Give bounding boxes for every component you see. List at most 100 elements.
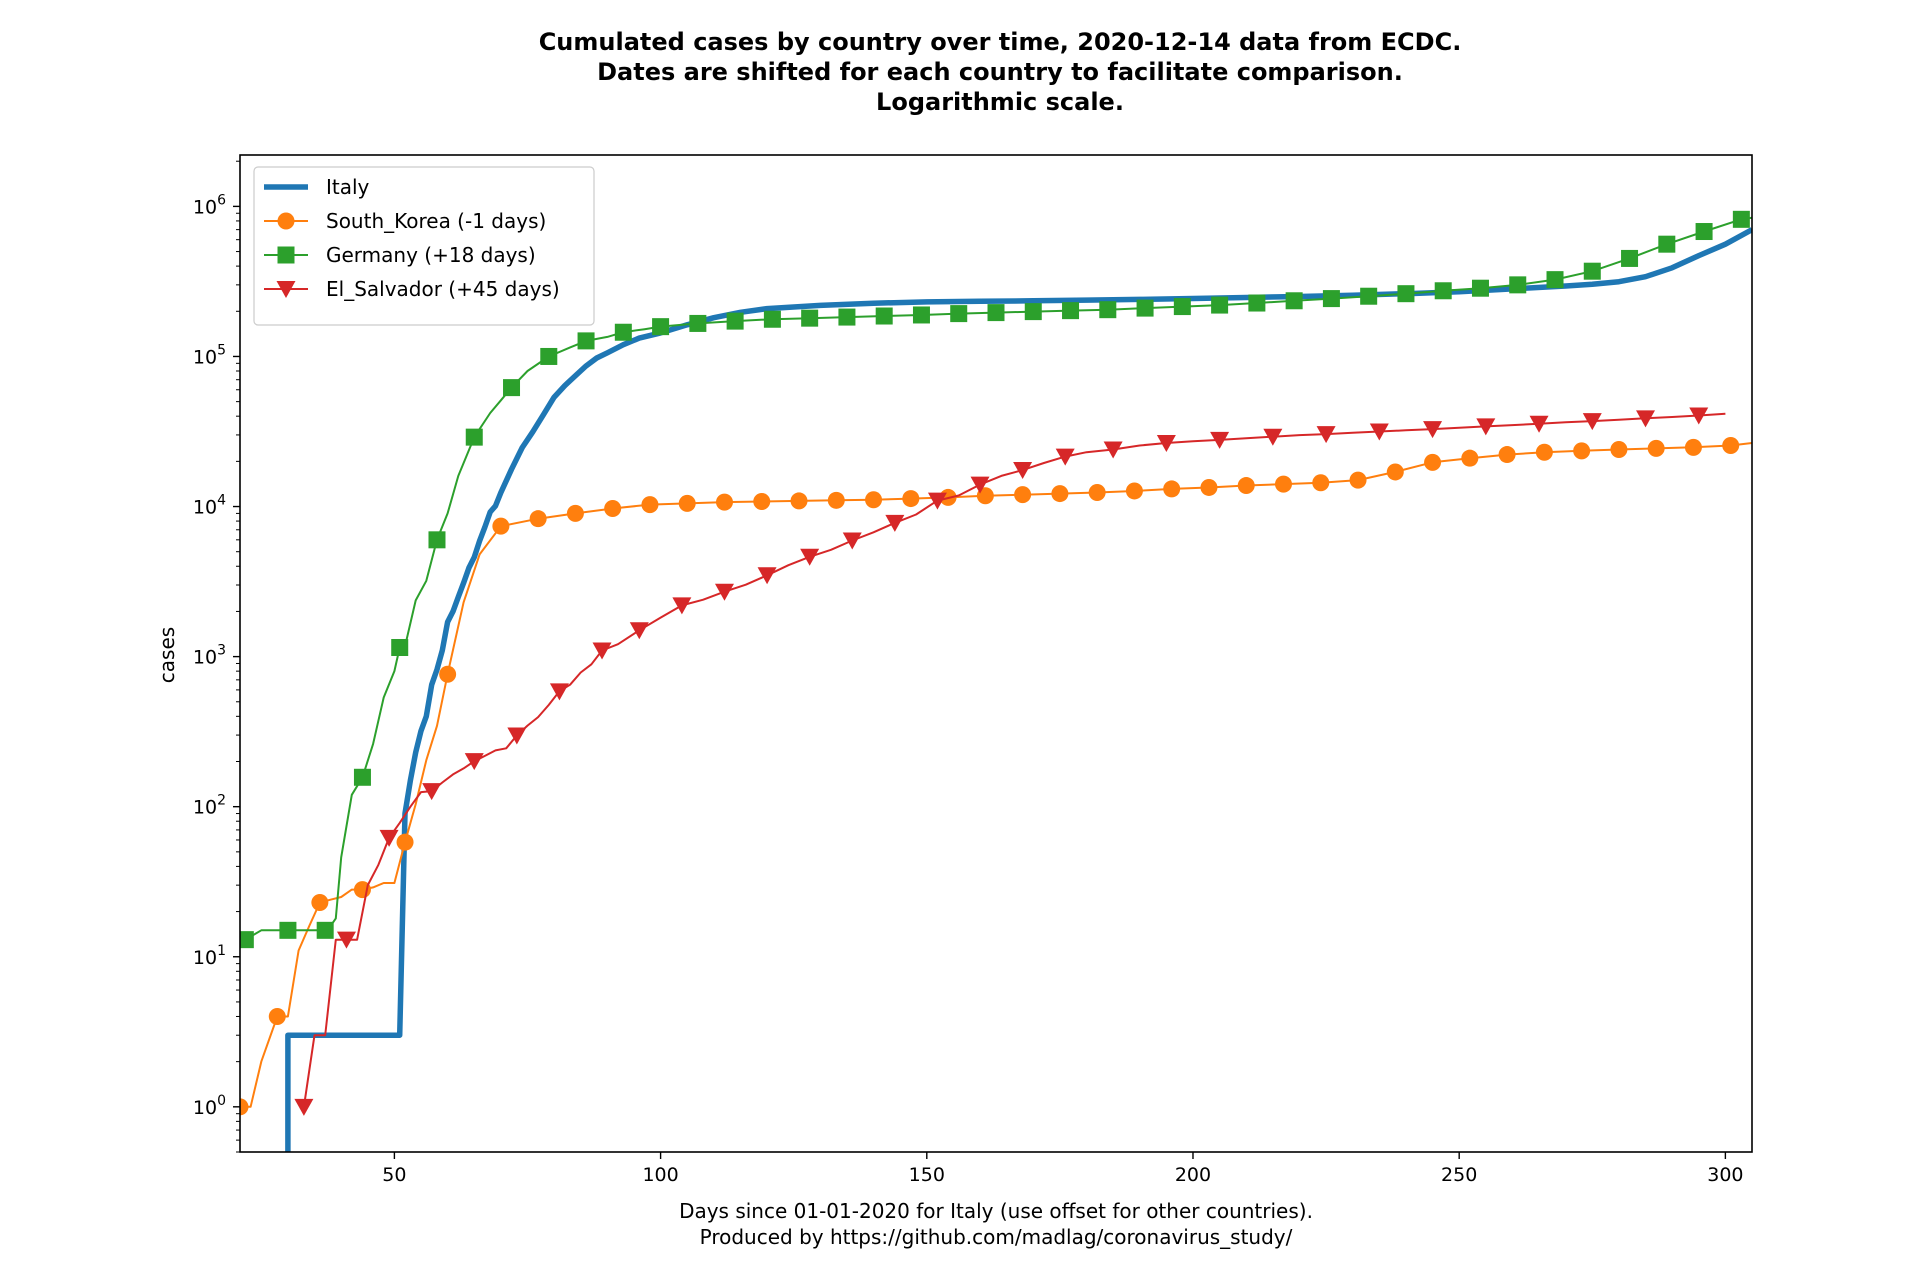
data-point — [1099, 301, 1117, 319]
data-point — [294, 1098, 314, 1116]
series-3 — [294, 407, 1726, 1116]
data-point — [1248, 294, 1266, 312]
data-point — [507, 727, 527, 745]
legend-entry: Italy — [264, 175, 370, 199]
data-point — [902, 490, 920, 508]
data-point — [790, 492, 808, 510]
data-point — [838, 308, 856, 326]
data-point — [1263, 428, 1283, 446]
data-point — [1200, 478, 1218, 496]
y-tick-label: 105 — [193, 342, 226, 368]
data-point — [1621, 249, 1639, 267]
data-point — [987, 304, 1005, 322]
legend-entry: Germany (+18 days) — [264, 243, 536, 267]
data-point — [464, 753, 484, 771]
y-tick-label: 104 — [193, 493, 226, 519]
data-point — [279, 921, 297, 939]
data-point — [1658, 235, 1676, 253]
data-point — [912, 306, 930, 324]
data-point — [1583, 262, 1601, 280]
data-point — [240, 1098, 249, 1116]
x-tick-label: 100 — [642, 1164, 678, 1186]
data-point — [1386, 463, 1404, 481]
data-point — [865, 491, 883, 509]
data-point — [1349, 471, 1367, 489]
data-point — [1636, 410, 1656, 428]
legend-box — [253, 166, 595, 326]
series-1 — [240, 437, 1752, 1116]
data-point — [379, 829, 399, 847]
data-point — [1156, 435, 1176, 453]
x-tick-label: 250 — [1441, 1164, 1477, 1186]
data-point — [604, 500, 622, 518]
data-point — [311, 893, 329, 911]
data-point — [1684, 438, 1702, 456]
data-point — [842, 532, 862, 550]
legend-entry: El_Salvador (+45 days) — [264, 277, 560, 301]
data-point — [970, 476, 990, 494]
data-point — [801, 309, 819, 327]
data-point — [316, 921, 334, 939]
data-point — [391, 638, 409, 656]
data-point — [757, 567, 777, 585]
chart-title: Cumulated cases by country over time, 20… — [539, 28, 1462, 116]
data-point — [1055, 448, 1075, 466]
x-axis: 50 100 150 200 250 300 — [382, 1152, 1744, 1186]
data-point — [1722, 437, 1740, 455]
data-point — [422, 783, 442, 801]
data-point — [1136, 299, 1154, 317]
data-point — [592, 642, 612, 660]
data-point — [629, 622, 649, 640]
data-point — [1237, 477, 1255, 495]
data-point — [1573, 442, 1591, 460]
data-point — [1424, 453, 1442, 471]
data-point — [1689, 407, 1709, 425]
data-point — [1173, 298, 1191, 316]
data-point — [540, 347, 558, 365]
data-point — [1163, 480, 1181, 498]
legend: Italy South_Korea (-1 days) Germany (+18 d… — [253, 166, 595, 326]
data-point — [353, 768, 371, 786]
legend-marker — [276, 281, 296, 298]
data-point — [1360, 287, 1378, 305]
plot-frame — [239, 154, 1753, 1153]
data-point — [492, 517, 510, 535]
data-point — [1312, 474, 1330, 492]
data-point — [566, 504, 584, 522]
data-point — [689, 314, 707, 332]
y-axis: 100 101 102 103 104 105 106 — [193, 160, 240, 1153]
data-point — [1471, 279, 1489, 297]
y-tick-label: 101 — [193, 943, 226, 969]
data-point — [1024, 303, 1042, 321]
x-axis-label-line-2: Produced by https://github.com/madlag/co… — [700, 1225, 1293, 1249]
data-point — [1125, 482, 1143, 500]
data-point — [1498, 446, 1516, 464]
data-point — [800, 548, 820, 566]
data-point — [1013, 462, 1033, 480]
data-point — [1014, 486, 1032, 504]
data-point — [1509, 276, 1527, 294]
data-point — [1285, 292, 1303, 310]
data-point — [726, 312, 744, 330]
data-point — [336, 931, 356, 949]
x-tick-label: 300 — [1707, 1164, 1743, 1186]
x-axis-label: Days since 01-01-2020 for Italy (use off… — [679, 1199, 1313, 1249]
chart-title-line-3: Logarithmic scale. — [876, 88, 1124, 116]
data-point — [1423, 421, 1443, 439]
x-tick-label: 50 — [382, 1164, 406, 1186]
data-point — [714, 583, 734, 601]
data-point — [439, 665, 457, 683]
data-point — [1434, 282, 1452, 300]
data-point — [885, 514, 905, 532]
y-tick-label: 100 — [193, 1093, 226, 1119]
data-point — [1461, 449, 1479, 467]
x-tick-label: 150 — [909, 1164, 945, 1186]
data-point — [503, 379, 521, 397]
legend-label: Italy — [326, 175, 370, 199]
data-point — [1210, 431, 1230, 449]
data-point — [763, 310, 781, 328]
legend-label: Germany (+18 days) — [326, 243, 536, 267]
data-point — [1051, 485, 1069, 503]
data-point — [1062, 302, 1080, 320]
series-2 — [240, 210, 1752, 949]
